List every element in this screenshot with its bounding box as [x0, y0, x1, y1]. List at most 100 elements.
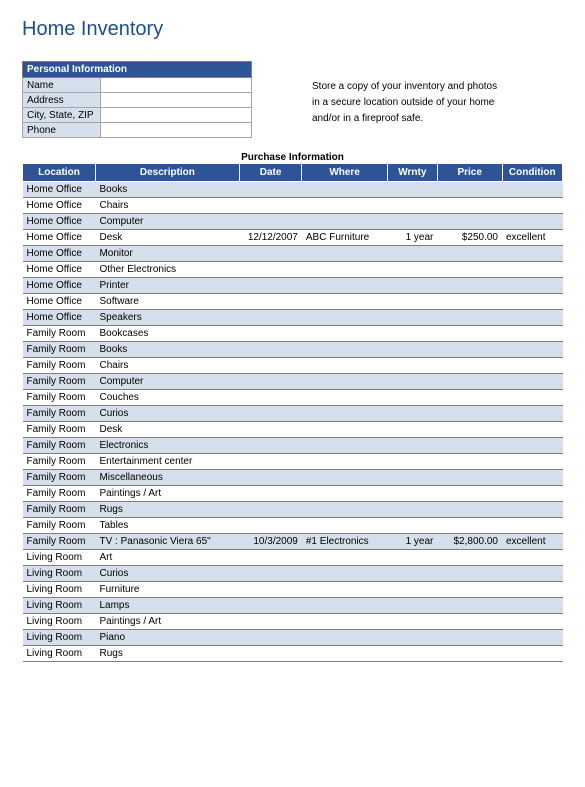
cell-description[interactable]: Curios	[95, 566, 239, 582]
cell-where[interactable]	[302, 630, 387, 646]
cell-wrnty[interactable]	[387, 646, 437, 662]
cell-price[interactable]	[437, 246, 502, 262]
cell-location[interactable]: Living Room	[23, 646, 96, 662]
cell-date[interactable]	[239, 582, 302, 598]
cell-description[interactable]: Books	[95, 182, 239, 198]
cell-price[interactable]	[437, 310, 502, 326]
cell-description[interactable]: Monitor	[95, 246, 239, 262]
cell-condition[interactable]	[502, 278, 563, 294]
cell-condition[interactable]	[502, 438, 563, 454]
personal-value[interactable]	[101, 78, 252, 93]
cell-price[interactable]	[437, 342, 502, 358]
cell-description[interactable]: Software	[95, 294, 239, 310]
cell-location[interactable]: Family Room	[23, 470, 96, 486]
cell-description[interactable]: Rugs	[95, 646, 239, 662]
cell-date[interactable]	[239, 374, 302, 390]
cell-description[interactable]: Bookcases	[95, 326, 239, 342]
cell-wrnty[interactable]: 1 year	[387, 534, 437, 550]
cell-location[interactable]: Family Room	[23, 454, 96, 470]
personal-value[interactable]	[101, 123, 252, 138]
cell-condition[interactable]	[502, 582, 563, 598]
cell-date[interactable]	[239, 486, 302, 502]
cell-wrnty[interactable]	[387, 550, 437, 566]
cell-where[interactable]	[302, 294, 387, 310]
cell-location[interactable]: Living Room	[23, 582, 96, 598]
cell-price[interactable]	[437, 390, 502, 406]
cell-price[interactable]	[437, 566, 502, 582]
cell-description[interactable]: Chairs	[95, 358, 239, 374]
cell-location[interactable]: Living Room	[23, 550, 96, 566]
cell-date[interactable]	[239, 214, 302, 230]
cell-where[interactable]	[302, 566, 387, 582]
cell-date[interactable]	[239, 310, 302, 326]
cell-condition[interactable]	[502, 374, 563, 390]
cell-wrnty[interactable]	[387, 406, 437, 422]
cell-condition[interactable]	[502, 406, 563, 422]
cell-description[interactable]: Art	[95, 550, 239, 566]
cell-location[interactable]: Home Office	[23, 214, 96, 230]
cell-condition[interactable]: excellent	[502, 534, 563, 550]
cell-date[interactable]	[239, 406, 302, 422]
cell-where[interactable]	[302, 502, 387, 518]
cell-condition[interactable]	[502, 326, 563, 342]
cell-date[interactable]	[239, 614, 302, 630]
cell-description[interactable]: Other Electronics	[95, 262, 239, 278]
cell-where[interactable]	[302, 358, 387, 374]
cell-date[interactable]	[239, 182, 302, 198]
cell-location[interactable]: Family Room	[23, 406, 96, 422]
cell-price[interactable]	[437, 646, 502, 662]
cell-date[interactable]	[239, 438, 302, 454]
cell-condition[interactable]	[502, 198, 563, 214]
cell-condition[interactable]	[502, 598, 563, 614]
cell-description[interactable]: Miscellaneous	[95, 470, 239, 486]
cell-location[interactable]: Family Room	[23, 502, 96, 518]
cell-where[interactable]	[302, 310, 387, 326]
cell-date[interactable]: 12/12/2007	[239, 230, 302, 246]
cell-location[interactable]: Family Room	[23, 374, 96, 390]
cell-where[interactable]	[302, 550, 387, 566]
cell-wrnty[interactable]	[387, 518, 437, 534]
cell-where[interactable]	[302, 454, 387, 470]
cell-price[interactable]	[437, 502, 502, 518]
cell-location[interactable]: Living Room	[23, 566, 96, 582]
cell-where[interactable]: #1 Electronics	[302, 534, 387, 550]
cell-where[interactable]	[302, 582, 387, 598]
cell-date[interactable]	[239, 262, 302, 278]
cell-date[interactable]	[239, 198, 302, 214]
cell-date[interactable]	[239, 470, 302, 486]
cell-wrnty[interactable]	[387, 566, 437, 582]
cell-description[interactable]: Furniture	[95, 582, 239, 598]
cell-price[interactable]	[437, 406, 502, 422]
cell-condition[interactable]	[502, 566, 563, 582]
cell-date[interactable]	[239, 646, 302, 662]
cell-location[interactable]: Living Room	[23, 614, 96, 630]
cell-wrnty[interactable]: 1 year	[387, 230, 437, 246]
cell-wrnty[interactable]	[387, 502, 437, 518]
cell-price[interactable]	[437, 326, 502, 342]
cell-price[interactable]	[437, 550, 502, 566]
cell-description[interactable]: Lamps	[95, 598, 239, 614]
cell-condition[interactable]	[502, 646, 563, 662]
cell-condition[interactable]	[502, 182, 563, 198]
cell-condition[interactable]	[502, 390, 563, 406]
cell-wrnty[interactable]	[387, 470, 437, 486]
cell-description[interactable]: Piano	[95, 630, 239, 646]
cell-location[interactable]: Living Room	[23, 630, 96, 646]
cell-wrnty[interactable]	[387, 310, 437, 326]
cell-location[interactable]: Home Office	[23, 278, 96, 294]
cell-description[interactable]: Paintings / Art	[95, 486, 239, 502]
cell-location[interactable]: Home Office	[23, 182, 96, 198]
cell-where[interactable]	[302, 262, 387, 278]
cell-date[interactable]	[239, 278, 302, 294]
cell-condition[interactable]	[502, 214, 563, 230]
cell-description[interactable]: Computer	[95, 374, 239, 390]
cell-where[interactable]	[302, 422, 387, 438]
cell-where[interactable]	[302, 614, 387, 630]
cell-price[interactable]	[437, 470, 502, 486]
cell-condition[interactable]	[502, 422, 563, 438]
cell-description[interactable]: Electronics	[95, 438, 239, 454]
cell-wrnty[interactable]	[387, 294, 437, 310]
cell-wrnty[interactable]	[387, 390, 437, 406]
cell-price[interactable]	[437, 182, 502, 198]
cell-where[interactable]	[302, 470, 387, 486]
